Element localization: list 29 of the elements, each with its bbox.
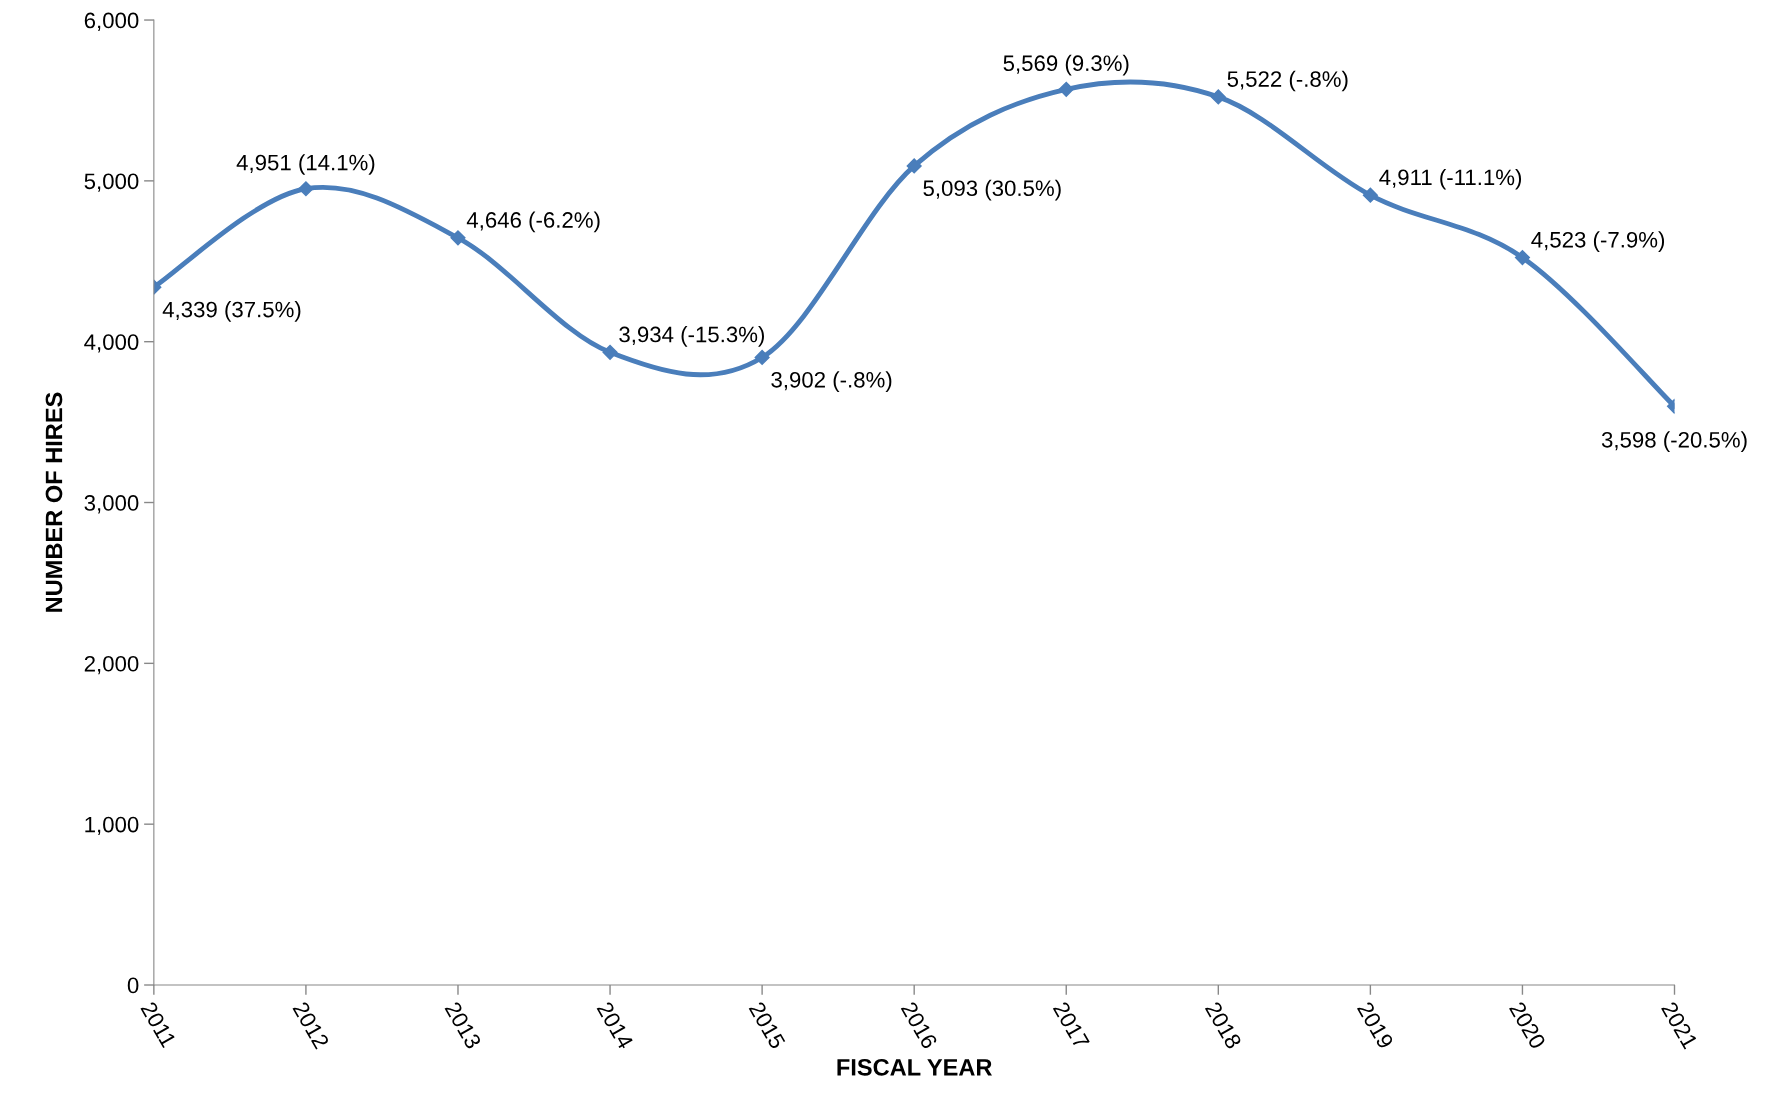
data-label: 4,646 (-6.2%) <box>466 211 600 233</box>
data-label: 5,093 (30.5%) <box>923 179 1061 201</box>
data-label: 5,522 (-.8%) <box>1227 70 1348 92</box>
y-tick-label: 4,000 <box>84 334 139 353</box>
point <box>1362 187 1378 203</box>
point <box>602 344 618 360</box>
data-label: 4,911 (-11.1%) <box>1379 168 1522 190</box>
data-label: 4,951 (14.1%) <box>236 154 375 175</box>
data-label: 5,569 (9.3%) <box>1003 54 1129 76</box>
y-tick-label: 6,000 <box>84 12 139 31</box>
data-label: 3,598 (-20.5%) <box>1601 431 1747 453</box>
y-tick-label: 3,000 <box>84 495 139 514</box>
point <box>450 230 466 246</box>
y-tick-label: 2,000 <box>84 655 139 675</box>
data-label: 3,934 (-15.3%) <box>619 326 764 347</box>
point <box>298 181 314 197</box>
data-label: 4,523 (-7.9%) <box>1531 231 1665 253</box>
point <box>1514 250 1531 266</box>
y-tick-label: 1,000 <box>85 816 139 836</box>
point <box>906 158 922 174</box>
y-axis-title: NUMBER OF HIRES <box>45 392 63 612</box>
y-tick-label: 5,000 <box>84 173 139 192</box>
data-label: 4,339 (37.5%) <box>162 301 301 322</box>
point <box>754 349 770 366</box>
point <box>1058 81 1074 97</box>
data-label: 3,902 (-.8%) <box>771 371 892 393</box>
point <box>1210 89 1226 105</box>
y-tick-label: 0 <box>127 977 139 994</box>
x-axis-title: FISCAL YEAR <box>837 1058 992 1076</box>
